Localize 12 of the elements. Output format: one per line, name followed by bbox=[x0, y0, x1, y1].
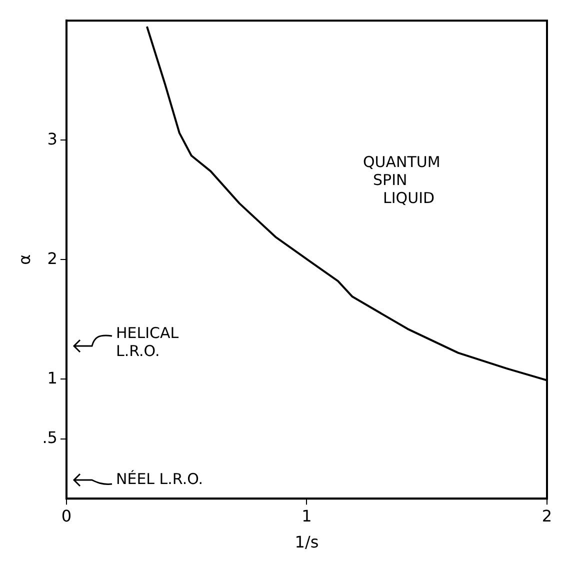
x-tick-label: 0 bbox=[61, 506, 72, 526]
y-tick-label: .5 bbox=[42, 428, 58, 448]
y-tick-label: 1 bbox=[47, 368, 58, 388]
x-tick-label: 1 bbox=[302, 506, 312, 526]
y-axis-title: α bbox=[14, 254, 34, 265]
y-tick-label: 2 bbox=[47, 248, 58, 268]
annotation: QUANTUM SPIN LIQUID bbox=[363, 153, 440, 207]
annotation: HELICAL L.R.O. bbox=[116, 324, 179, 360]
y-tick-label: 3 bbox=[47, 129, 58, 148]
x-axis-title: 1/s bbox=[294, 532, 319, 552]
x-tick-label: 2 bbox=[542, 506, 552, 526]
annotation: NÉEL L.R.O. bbox=[116, 470, 204, 488]
